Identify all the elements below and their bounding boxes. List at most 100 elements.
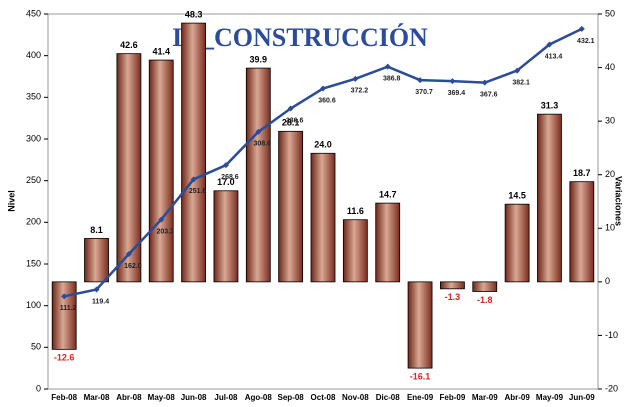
- bar-label: -12.6: [54, 353, 75, 363]
- y2-tick-label: -10: [605, 330, 618, 340]
- x-tick-label: May-09: [536, 393, 564, 402]
- line-label: 111.2: [60, 305, 77, 312]
- bar: [181, 22, 206, 283]
- plot-area: [47, 13, 599, 390]
- x-tick-label: Sep-08: [278, 393, 305, 402]
- bar: [504, 203, 530, 283]
- bar-label: -1.8: [477, 295, 493, 305]
- x-tick-label: Abr-09: [504, 393, 530, 402]
- x-tick-label: Jun-09: [569, 393, 595, 402]
- y2-tick-label: 40: [605, 62, 615, 72]
- line-marker: [384, 63, 391, 70]
- bar-label: 39.9: [250, 54, 268, 64]
- line-label: 360.6: [318, 97, 336, 104]
- line-marker: [190, 176, 197, 183]
- bar: [407, 281, 433, 369]
- line-label: 251.6: [189, 188, 207, 195]
- y-tick-label: 0: [36, 383, 41, 393]
- line-marker: [287, 105, 294, 112]
- bar-label: 11.6: [347, 206, 364, 216]
- line-marker: [514, 67, 521, 74]
- bar-label: 48.3: [185, 9, 203, 19]
- y2-tick-label: 20: [605, 169, 615, 179]
- bar: [213, 190, 239, 283]
- line-marker: [449, 78, 456, 85]
- x-tick-label: Feb-09: [440, 393, 466, 402]
- line-label: 367.6: [480, 92, 498, 99]
- line-label: 386.8: [383, 76, 401, 83]
- bar: [148, 59, 174, 283]
- y2-tick-label: 30: [605, 116, 615, 126]
- line-label: 432.1: [577, 38, 595, 45]
- line-label: 119.4: [92, 298, 109, 305]
- x-tick-label: Oct-08: [311, 393, 336, 402]
- line-label: 203.3: [156, 228, 174, 235]
- bar: [245, 67, 271, 283]
- bar: [375, 202, 401, 283]
- x-tick-label: Nov-08: [342, 393, 369, 402]
- bar: [310, 152, 336, 283]
- line-label: 413.4: [545, 53, 563, 60]
- line-marker: [93, 286, 100, 293]
- y-tick-label: 400: [26, 50, 41, 60]
- line-label: 336.6: [286, 117, 304, 124]
- bar: [116, 53, 142, 283]
- y-tick-label: 200: [26, 217, 41, 227]
- line-marker: [158, 216, 165, 223]
- bar-label: 8.1: [90, 225, 103, 235]
- x-tick-label: Ene-09: [407, 393, 434, 402]
- y-tick-label: 250: [26, 175, 41, 185]
- bar-label: -1.3: [445, 292, 461, 302]
- y-axis-label: Nivel: [6, 190, 16, 212]
- bar: [278, 130, 304, 283]
- bar-label: 31.3: [541, 101, 559, 111]
- y-tick-label: 300: [26, 133, 41, 143]
- line-marker: [546, 41, 553, 48]
- bar: [537, 113, 562, 283]
- bar-label: 41.4: [152, 46, 170, 56]
- bar: [51, 281, 77, 350]
- bar-label: 18.7: [573, 168, 591, 178]
- y-tick-label: 150: [26, 258, 41, 268]
- bar: [472, 281, 498, 292]
- y-tick-label: 50: [31, 342, 41, 352]
- line-label: 268.6: [221, 174, 239, 181]
- x-tick-label: Feb-08: [51, 393, 77, 402]
- line-label: 162.0: [124, 263, 142, 270]
- bar-label: 24.0: [314, 140, 332, 150]
- bar: [440, 281, 465, 290]
- x-tick-label: Mar-09: [472, 393, 498, 402]
- bar-label: -16.1: [410, 371, 431, 381]
- bar: [569, 181, 595, 283]
- bar: [342, 219, 368, 283]
- bar-label: 17.0: [217, 177, 235, 187]
- line-label: 370.7: [415, 89, 433, 96]
- line-marker: [255, 128, 262, 135]
- x-tick-label: Jul-08: [214, 393, 238, 402]
- x-tick-label: Ago-08: [245, 393, 273, 402]
- x-tick-label: Jun-08: [181, 393, 207, 402]
- y-tick-label: 350: [26, 92, 41, 102]
- line-marker: [125, 251, 132, 257]
- x-tick-label: Abr-08: [116, 393, 142, 402]
- bar-label: 42.6: [120, 40, 138, 50]
- line-label: 369.4: [448, 90, 466, 97]
- y2-tick-label: 10: [605, 223, 615, 233]
- y2-tick-label: 50: [605, 8, 615, 18]
- y-tick-label: 100: [26, 300, 41, 310]
- bar-label: 14.7: [379, 189, 397, 199]
- x-tick-label: May-08: [148, 393, 176, 402]
- line-marker: [352, 75, 359, 82]
- line-marker: [320, 85, 326, 92]
- y2-axis-label: Variaciones: [614, 176, 624, 226]
- line-marker: [61, 293, 68, 300]
- x-tick-label: Mar-08: [84, 393, 110, 402]
- bar: [84, 238, 109, 283]
- line-marker: [578, 25, 585, 32]
- y-tick-label: 450: [26, 8, 41, 18]
- x-tick-label: Dic-08: [376, 393, 401, 402]
- line-label: 308.6: [254, 141, 272, 148]
- y2-tick-label: -20: [605, 383, 618, 393]
- bar-label: 28.1: [282, 118, 300, 128]
